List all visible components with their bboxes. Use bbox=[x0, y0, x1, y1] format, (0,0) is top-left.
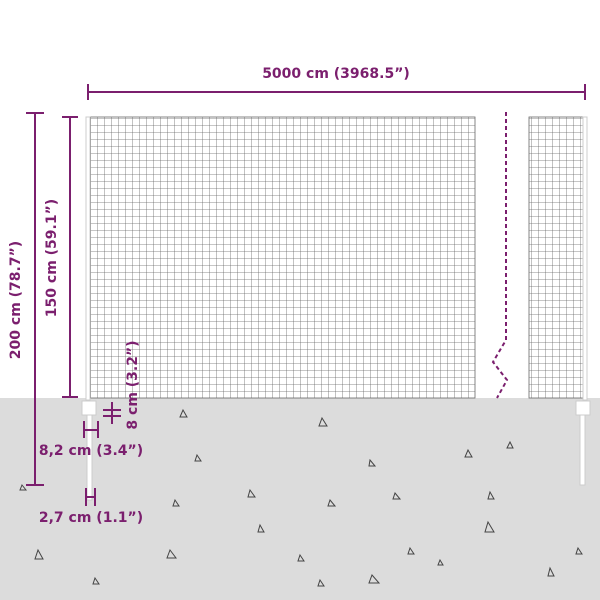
total-height-label: 200 cm (78.7”) bbox=[8, 241, 24, 359]
mesh-height-label: 150 cm (59.1”) bbox=[44, 199, 60, 317]
post-diameter-label: 2,7 cm (1.1”) bbox=[39, 510, 143, 526]
posts bbox=[81, 116, 591, 501]
post-width-label: 8,2 cm (3.4”) bbox=[39, 443, 143, 459]
break-line bbox=[491, 112, 509, 399]
mesh-panel-end bbox=[528, 116, 586, 399]
post-gap-label: 8 cm (3.2”) bbox=[125, 340, 141, 429]
ground bbox=[0, 398, 600, 600]
ground-stones bbox=[19, 408, 583, 587]
dimension-lines bbox=[26, 84, 586, 506]
mesh-panel-main bbox=[87, 116, 476, 399]
length-label: 5000 cm (3968.5”) bbox=[262, 66, 410, 82]
